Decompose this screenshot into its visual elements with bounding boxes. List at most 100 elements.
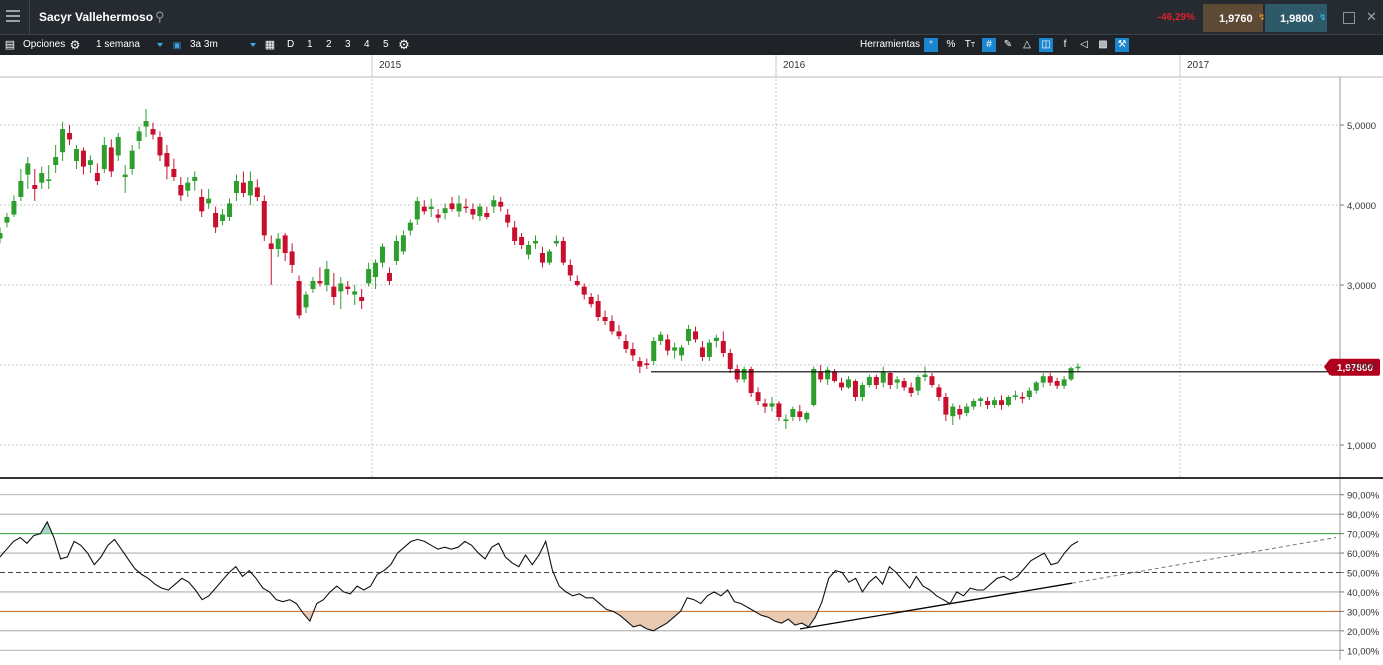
detach-window-icon[interactable] [1343, 12, 1355, 24]
candle-up [46, 165, 52, 189]
candle-body [213, 213, 219, 228]
candle-body [915, 377, 921, 391]
candle-up [87, 155, 93, 173]
candle-body [651, 341, 657, 361]
percent-icon[interactable]: % [946, 39, 956, 50]
candle-body [428, 206, 434, 209]
close-window-icon[interactable]: ✕ [1366, 9, 1377, 24]
period-button-4[interactable]: 4 [364, 39, 370, 50]
candle-down [748, 366, 754, 397]
candle-up [129, 145, 135, 175]
instrument-title[interactable]: Sacyr Vallehermoso [39, 10, 154, 24]
candle-icon[interactable]: △ [1023, 39, 1031, 50]
options-gear-icon[interactable]: ⚙ [69, 38, 81, 52]
candle-up [706, 339, 712, 361]
bid-box[interactable]: 1,9760 ↯ [1203, 4, 1266, 32]
interval-select[interactable]: 1 semana [91, 35, 166, 55]
candle-body [672, 347, 678, 351]
candle-up [227, 198, 233, 221]
candle-up [915, 374, 921, 396]
chart-area[interactable]: 1,97800 2015 2016 2017 1,0000 2,0000 3,0000 4,… [0, 55, 1383, 660]
ask-price: 1,9800 [1280, 13, 1314, 25]
candle-up [1061, 376, 1067, 389]
candle-body [658, 334, 664, 341]
period-button-2[interactable]: 2 [326, 39, 332, 50]
candle-up [407, 219, 413, 236]
search-icon[interactable]: ⚲ [155, 9, 165, 24]
candle-body [254, 187, 260, 197]
candle-body [832, 371, 838, 381]
eraser-icon[interactable]: ◁ [1080, 39, 1088, 50]
candle-body [679, 347, 685, 356]
range-select[interactable]: 3a 3m [186, 35, 261, 55]
ask-box[interactable]: 1,9800 ↯ [1265, 4, 1327, 32]
candle-body [74, 149, 80, 161]
candle-body [574, 281, 580, 285]
candle-body [553, 241, 559, 244]
candle-body [560, 241, 566, 263]
period-button-3[interactable]: 3 [345, 39, 351, 50]
text-size-icon[interactable]: TT [964, 39, 976, 50]
chart-type-icon[interactable]: ◫ [1039, 38, 1053, 52]
candle-up [122, 165, 128, 193]
candle-body [296, 281, 302, 316]
crosshair-icon[interactable]: ⁺ [924, 38, 938, 52]
candle-down [929, 373, 935, 388]
candle-down [80, 147, 86, 175]
candle-up [950, 403, 956, 425]
pencil-icon[interactable]: ✎ [1003, 39, 1013, 50]
candle-down [637, 357, 643, 373]
settings-tool-icon[interactable]: ⚒ [1115, 38, 1129, 52]
options-label[interactable]: Opciones [23, 39, 66, 50]
options-list-icon[interactable]: ▤ [4, 39, 16, 51]
candle-down [699, 341, 705, 361]
rsi-tick-label: 10,00% [1347, 646, 1380, 657]
candle-up [978, 397, 984, 407]
candle-body [1054, 381, 1060, 386]
candle-up [1068, 366, 1074, 381]
candle-down [345, 281, 351, 295]
candle-body [602, 317, 608, 321]
candle-up [324, 261, 330, 292]
candle-body [630, 349, 636, 356]
candle-body [470, 209, 476, 215]
candle-body [32, 185, 38, 189]
candle-body [164, 153, 170, 167]
candle-up [101, 137, 107, 173]
candle-body [386, 273, 392, 281]
period-button-5[interactable]: 5 [383, 39, 389, 50]
period-button-d[interactable]: D [287, 39, 295, 50]
grid-icon[interactable]: # [982, 38, 996, 52]
candle-down [602, 310, 608, 325]
candle-down [720, 331, 726, 357]
candle-down [254, 179, 260, 201]
range-value: 3a 3m [190, 39, 218, 50]
lock-icon[interactable]: ▣ [172, 40, 182, 50]
calendar-icon[interactable]: ▦ [264, 39, 276, 51]
candle-body [992, 400, 998, 405]
bid-price: 1,9760 [1219, 13, 1253, 25]
candle-up [790, 406, 796, 421]
tools-label[interactable]: Herramientas [860, 39, 921, 50]
candle-up [825, 366, 831, 385]
period-button-1[interactable]: 1 [307, 39, 313, 50]
candle-down [873, 374, 879, 389]
candle-down [449, 197, 455, 212]
print-icon[interactable]: ▩ [1098, 39, 1108, 50]
indicator-icon[interactable]: f [1063, 39, 1067, 50]
interval-value: 1 semana [96, 39, 140, 50]
candle-body [18, 181, 24, 197]
candle-up [922, 366, 928, 381]
chart-canvas[interactable]: 1,97800 2015 2016 2017 1,0000 2,0000 3,0000 4,… [0, 55, 1383, 660]
candle-body [609, 321, 615, 332]
candle-body [192, 177, 198, 181]
candle-body [310, 281, 316, 289]
candle-body [734, 369, 740, 380]
candle-down [94, 163, 100, 185]
candle-body [227, 203, 233, 217]
chart-settings-gear-icon[interactable]: ⚙ [398, 37, 410, 52]
candle-body [4, 217, 10, 223]
menu-icon[interactable] [6, 10, 20, 22]
candle-up [533, 235, 539, 249]
candle-body [491, 200, 497, 207]
